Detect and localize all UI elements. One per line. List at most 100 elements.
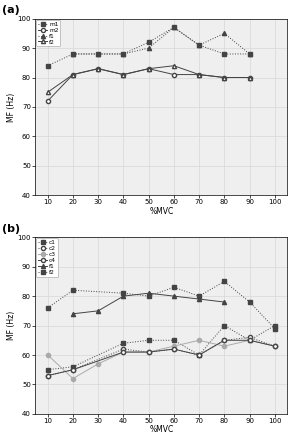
c2: [273, 344, 277, 349]
c3: [96, 361, 100, 367]
Text: (a): (a): [2, 5, 20, 15]
Line: f2: f2: [46, 279, 277, 330]
c3: [172, 344, 176, 349]
m2: [223, 75, 226, 80]
Legend: c1, c2, c3, c4, f1, f2: c1, c2, c3, c4, f1, f2: [36, 238, 58, 277]
c3: [46, 352, 50, 358]
f2: [223, 279, 226, 284]
f2: [147, 66, 150, 71]
m2: [172, 72, 176, 77]
c1: [46, 367, 50, 372]
m2: [96, 66, 100, 71]
m1: [147, 40, 150, 45]
Legend: m1, m2, f1, f2: m1, m2, f1, f2: [36, 20, 60, 46]
c1: [248, 337, 251, 343]
c4: [122, 349, 125, 355]
c1: [122, 341, 125, 346]
Line: f2: f2: [46, 64, 252, 94]
c3: [122, 349, 125, 355]
m2: [147, 66, 150, 71]
c1: [223, 323, 226, 328]
f2: [71, 288, 75, 293]
f1: [96, 308, 100, 313]
Text: (b): (b): [2, 224, 21, 234]
f2: [147, 293, 150, 299]
m1: [223, 51, 226, 57]
c4: [197, 352, 201, 358]
f1: [122, 51, 125, 57]
c1: [71, 364, 75, 370]
c4: [147, 349, 150, 355]
m2: [197, 72, 201, 77]
m1: [248, 51, 251, 57]
f2: [46, 305, 50, 311]
c3: [71, 376, 75, 381]
f1: [223, 31, 226, 36]
f1: [223, 299, 226, 304]
m2: [46, 99, 50, 104]
c2: [147, 349, 150, 355]
Line: m1: m1: [46, 26, 252, 68]
Line: m2: m2: [46, 66, 252, 103]
Y-axis label: MF (Hz): MF (Hz): [7, 92, 16, 121]
c3: [248, 337, 251, 343]
m2: [122, 72, 125, 77]
m1: [197, 43, 201, 48]
c3: [197, 337, 201, 343]
f1: [147, 290, 150, 296]
X-axis label: %MVC: %MVC: [149, 425, 173, 434]
c2: [71, 367, 75, 372]
f1: [122, 293, 125, 299]
c4: [71, 367, 75, 372]
f2: [122, 290, 125, 296]
f1: [172, 25, 176, 30]
f1: [96, 51, 100, 57]
f1: [197, 297, 201, 302]
f2: [248, 75, 251, 80]
c4: [248, 337, 251, 343]
m1: [46, 63, 50, 68]
c2: [122, 346, 125, 352]
c1: [197, 352, 201, 358]
m1: [71, 51, 75, 57]
c4: [46, 373, 50, 378]
f2: [197, 72, 201, 77]
f2: [172, 63, 176, 68]
c2: [248, 335, 251, 340]
m2: [71, 72, 75, 77]
c4: [223, 337, 226, 343]
f2: [46, 90, 50, 95]
Line: f1: f1: [71, 291, 226, 316]
f1: [197, 43, 201, 48]
f1: [248, 51, 251, 57]
f2: [273, 326, 277, 331]
m2: [248, 75, 251, 80]
c1: [172, 337, 176, 343]
X-axis label: %MVC: %MVC: [149, 207, 173, 216]
Line: c1: c1: [46, 323, 277, 372]
c3: [273, 344, 277, 349]
c1: [147, 337, 150, 343]
f1: [172, 293, 176, 299]
f1: [147, 45, 150, 51]
c3: [223, 344, 226, 349]
Line: c2: c2: [46, 335, 277, 378]
c3: [147, 349, 150, 355]
c2: [172, 346, 176, 352]
c4: [172, 346, 176, 352]
c2: [46, 373, 50, 378]
Line: c3: c3: [46, 338, 277, 381]
f2: [197, 293, 201, 299]
m1: [96, 51, 100, 57]
c1: [273, 323, 277, 328]
f2: [71, 72, 75, 77]
f2: [96, 66, 100, 71]
m1: [172, 25, 176, 30]
c2: [197, 352, 201, 358]
f2: [223, 75, 226, 80]
f2: [248, 299, 251, 304]
c4: [273, 344, 277, 349]
f1: [71, 51, 75, 57]
Y-axis label: MF (Hz): MF (Hz): [7, 311, 16, 340]
m1: [122, 51, 125, 57]
